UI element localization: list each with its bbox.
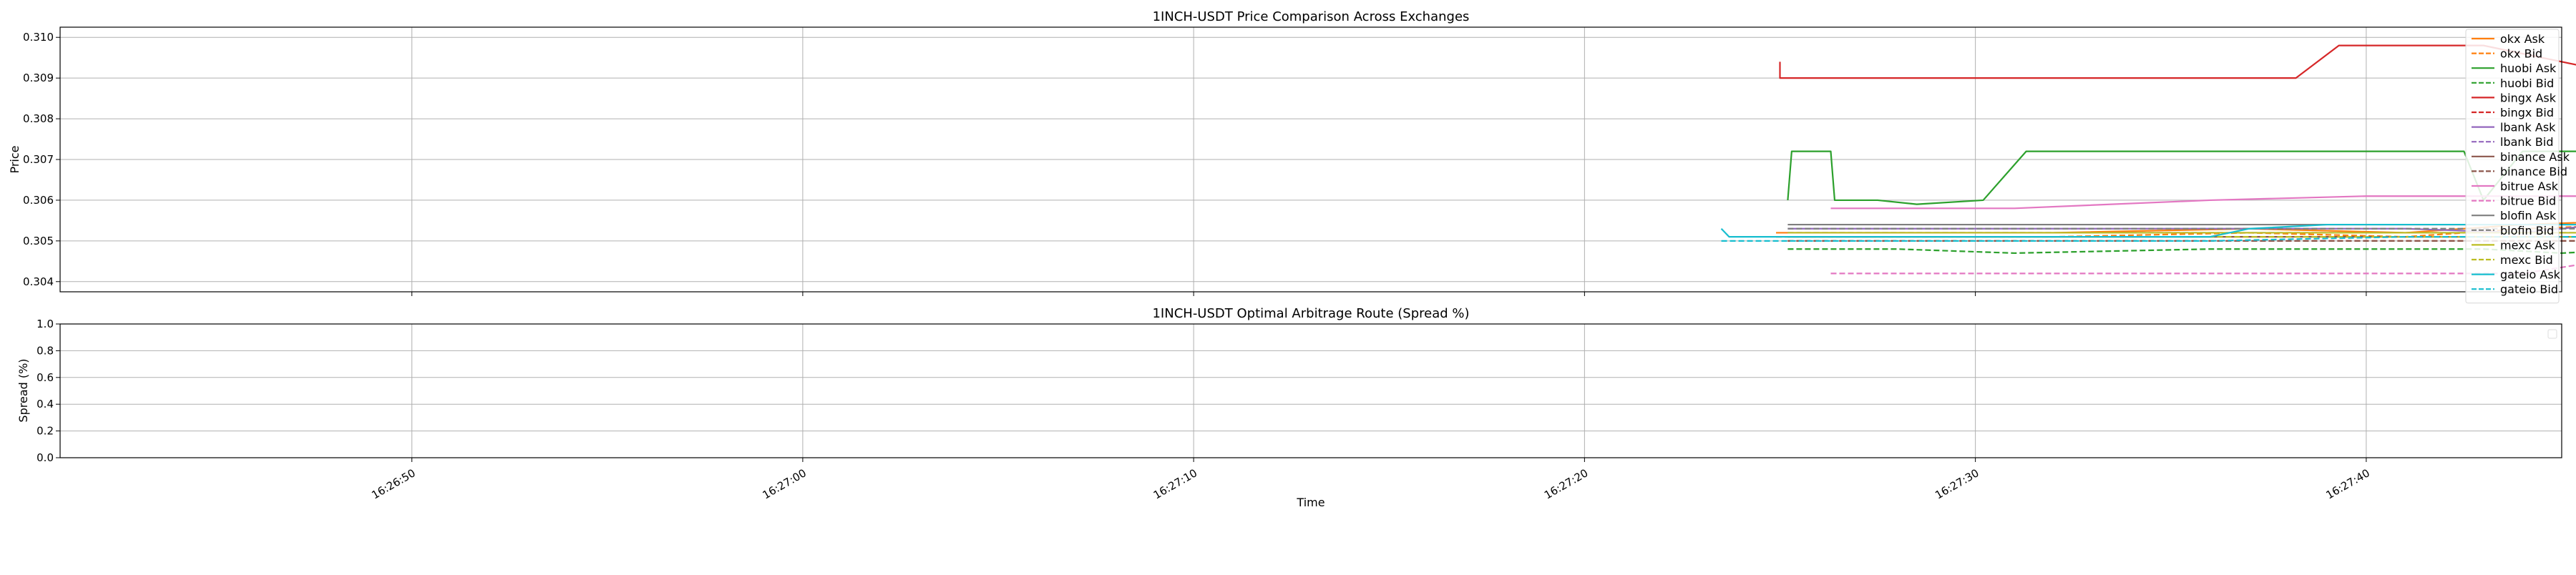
price-y-tick-label: 0.307	[23, 153, 54, 166]
legend-entry-label: mexc Bid	[2500, 253, 2553, 267]
legend-entry-label: mexc Ask	[2500, 238, 2556, 252]
legend-entry-label: huobi Ask	[2500, 62, 2557, 75]
legend-entry-label: bitrue Bid	[2500, 195, 2556, 208]
empty-legend-frame	[2548, 330, 2557, 338]
spread-y-tick-label: 0.0	[36, 451, 54, 464]
legend-entry-label: binance Ask	[2500, 150, 2570, 164]
price-y-tick-label: 0.310	[23, 31, 54, 44]
legend-entry-label: lbank Bid	[2500, 135, 2553, 149]
legend-entry-label: bitrue Ask	[2500, 180, 2559, 193]
price-y-tick-label: 0.309	[23, 72, 54, 84]
legend-entry-label: gateio Ask	[2500, 268, 2561, 282]
legend-entry-label: okx Bid	[2500, 47, 2542, 61]
price-y-tick-label: 0.308	[23, 112, 54, 125]
legend-entry-label: gateio Bid	[2500, 282, 2558, 296]
legend-entry-label: bingx Ask	[2500, 91, 2557, 104]
legend-entry-label: okx Ask	[2500, 32, 2545, 46]
spread-chart-title: 1INCH-USDT Optimal Arbitrage Route (Spre…	[1152, 306, 1469, 321]
legend-entry-label: lbank Ask	[2500, 121, 2556, 134]
spread-y-tick-label: 1.0	[36, 318, 54, 330]
spread-x-axis-title: Time	[1296, 496, 1324, 509]
spread-y-tick-label: 0.8	[36, 344, 54, 357]
spread-y-tick-label: 0.6	[36, 371, 54, 384]
price-y-axis-title: Price	[8, 145, 21, 173]
legend-entry-label: huobi Bid	[2500, 77, 2554, 90]
price-chart-title: 1INCH-USDT Price Comparison Across Excha…	[1153, 9, 1470, 24]
legend-entry-label: blofin Ask	[2500, 209, 2557, 222]
legend-entry-label: binance Bid	[2500, 164, 2567, 178]
legend-entry-label: blofin Bid	[2500, 224, 2554, 237]
price-y-tick-label: 0.305	[23, 235, 54, 247]
empty-legend-box	[2548, 330, 2557, 338]
spread-y-axis-title: Spread (%)	[16, 358, 30, 422]
price-y-tick-label: 0.306	[23, 194, 54, 207]
spread-y-tick-label: 0.2	[36, 425, 54, 438]
legend-entry-label: bingx Bid	[2500, 106, 2554, 119]
spread-y-tick-label: 0.4	[36, 398, 54, 411]
price-y-tick-label: 0.304	[23, 275, 54, 288]
